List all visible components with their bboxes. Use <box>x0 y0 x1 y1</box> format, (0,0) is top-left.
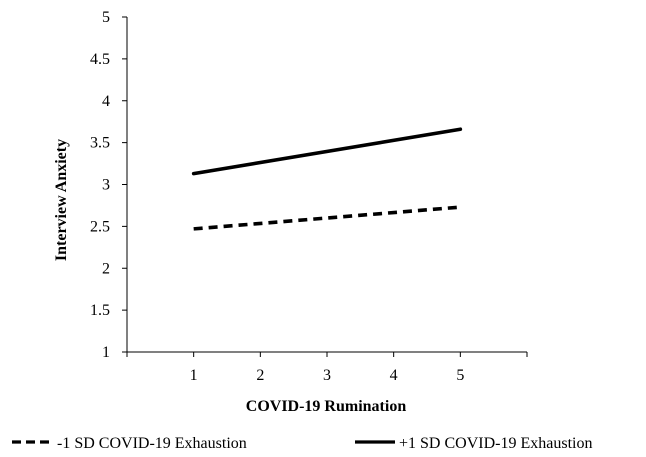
x-tick-label: 2 <box>256 367 264 384</box>
y-axis-ticks: 1 1.5 2 2.5 3 3.5 4 4.5 5 <box>90 9 127 361</box>
legend: -1 SD COVID-19 Exhaustion +1 SD COVID-19… <box>12 435 592 452</box>
series-line-minus-1sd <box>193 205 461 231</box>
legend-item-plus-1sd: +1 SD COVID-19 Exhaustion <box>355 435 592 452</box>
y-axis-title: Interview Anxiety <box>53 139 70 261</box>
x-tick-label: 1 <box>190 367 198 384</box>
y-tick-label: 1 <box>102 344 110 361</box>
series-line-plus-1sd <box>191 127 463 176</box>
y-tick-label: 2 <box>102 260 110 277</box>
plot-area <box>126 17 527 353</box>
y-tick-label: 3.5 <box>90 135 110 152</box>
series-layer <box>191 127 463 231</box>
y-tick-label: 4.5 <box>90 51 110 68</box>
x-axis-ticks: 1 2 3 4 5 <box>126 352 528 384</box>
y-tick-label: 4 <box>102 93 110 110</box>
x-tick-label: 5 <box>456 367 464 384</box>
x-tick-label: 3 <box>323 367 331 384</box>
legend-label-minus-1sd: -1 SD COVID-19 Exhaustion <box>57 435 247 452</box>
legend-item-minus-1sd: -1 SD COVID-19 Exhaustion <box>12 435 247 452</box>
x-axis-title: COVID-19 Rumination <box>246 398 407 415</box>
y-tick-label: 2.5 <box>90 218 110 235</box>
y-tick-label: 5 <box>102 9 110 26</box>
y-tick-label: 3 <box>102 177 110 194</box>
legend-label-plus-1sd: +1 SD COVID-19 Exhaustion <box>399 435 592 452</box>
y-tick-label: 1.5 <box>90 302 110 319</box>
x-tick-label: 4 <box>390 367 398 384</box>
